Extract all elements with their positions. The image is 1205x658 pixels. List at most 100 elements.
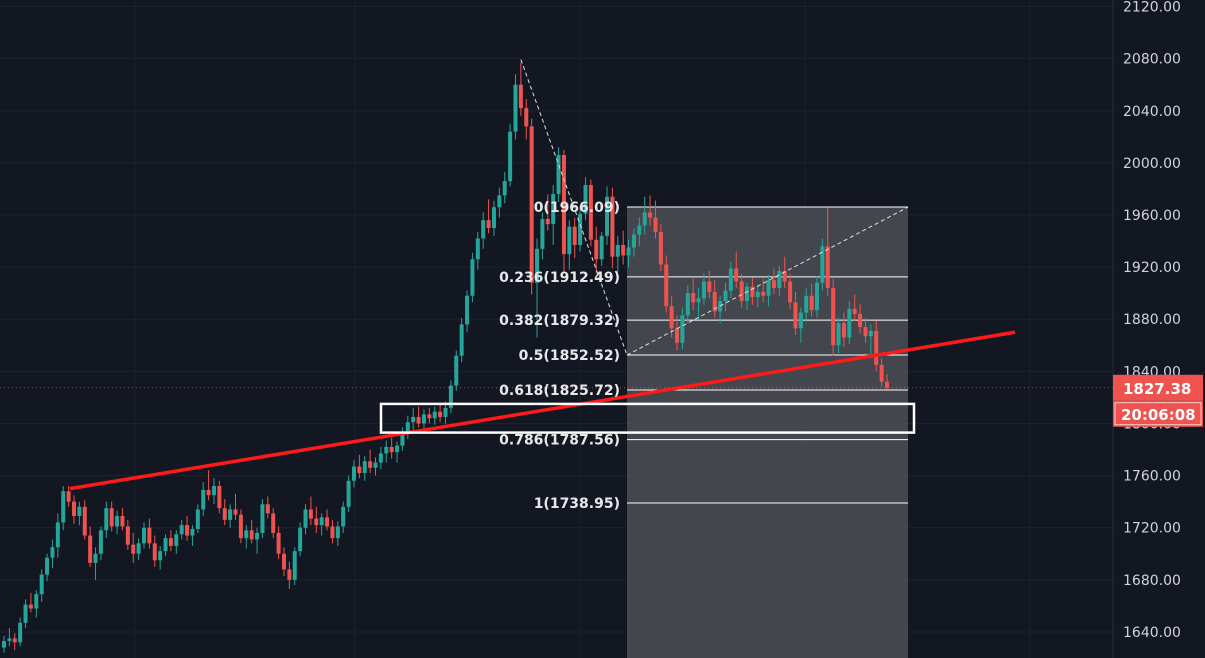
candle-body — [125, 526, 130, 545]
candle-body — [691, 293, 696, 303]
candle-body — [147, 527, 152, 544]
candle-body — [206, 489, 211, 496]
candle-body — [578, 213, 583, 245]
candle-body — [389, 446, 394, 453]
price-badges: 1827.38 20:06:08 — [1113, 374, 1203, 427]
candle-body — [588, 185, 593, 240]
candle-body — [362, 461, 367, 473]
fib-label: 0.786(1787.56) — [499, 433, 620, 449]
candle-body — [23, 604, 28, 623]
fib-label: 0.236(1912.49) — [499, 270, 620, 286]
candle-body — [841, 323, 846, 338]
current-price-badge — [1113, 374, 1203, 401]
y-tick-label: 1880.00 — [1123, 312, 1181, 328]
fib-labels: 0(1966.09) 0.236(1912.49) 0.382(1879.32) 0.… — [499, 200, 620, 512]
candles — [2, 62, 889, 653]
candle-body — [104, 508, 109, 531]
candle-body — [771, 280, 776, 288]
candle-body — [82, 506, 87, 536]
fib-label: 0.382(1879.32) — [499, 313, 620, 329]
candle-body — [211, 486, 216, 496]
candle-body — [858, 314, 863, 328]
candle-body — [34, 594, 39, 609]
candle-body — [298, 527, 303, 552]
candle-body — [459, 324, 464, 356]
candle-body — [766, 280, 771, 296]
candle-body — [265, 504, 270, 514]
candle-body — [788, 281, 793, 303]
candle-body — [179, 525, 184, 535]
candle-body — [368, 461, 373, 468]
candle-body — [421, 414, 426, 424]
countdown-label: 20:06:08 — [1121, 406, 1196, 424]
fib-dashed-diagonal — [626, 206, 909, 356]
candle-body — [443, 407, 448, 417]
candle-body — [836, 323, 841, 346]
candle-body — [804, 295, 809, 313]
candle-body — [524, 108, 529, 127]
candle-body — [335, 526, 340, 539]
candle-body — [879, 364, 884, 382]
candle-body — [454, 355, 459, 386]
candle-body — [529, 126, 534, 283]
candle-body — [303, 509, 308, 528]
candle-body — [93, 553, 98, 563]
candle-body — [728, 268, 733, 291]
fib-label: 0.5(1852.52) — [519, 348, 620, 364]
candle-body — [228, 509, 233, 520]
candle-body — [357, 466, 362, 473]
candle-body — [260, 504, 265, 533]
candle-body — [222, 508, 227, 520]
y-tick-label: 1680.00 — [1123, 573, 1181, 589]
candle-body — [314, 518, 319, 526]
candle-body — [508, 131, 513, 182]
candle-body — [815, 282, 820, 311]
candle-body — [325, 517, 330, 527]
candle-body — [244, 530, 249, 539]
candle-body — [761, 291, 766, 296]
candle-body — [561, 155, 566, 255]
y-tick-label: 2040.00 — [1123, 104, 1181, 120]
candle-body — [341, 506, 346, 527]
candle-body — [852, 308, 857, 315]
candle-body — [631, 234, 636, 248]
candle-body — [675, 328, 680, 343]
candle-body — [50, 547, 55, 558]
candle-body — [653, 217, 658, 232]
candle-body — [637, 225, 642, 235]
y-tick-label: 1720.00 — [1123, 521, 1181, 537]
candle-body — [545, 218, 550, 225]
candle-body — [782, 271, 787, 282]
candle-body — [621, 244, 626, 256]
fib-label: 0(1966.09) — [534, 200, 620, 216]
candle-body — [863, 327, 868, 337]
candle-body — [475, 238, 480, 260]
candle-body — [395, 445, 400, 453]
y-tick-label: 1640.00 — [1123, 625, 1181, 641]
candle-body — [217, 486, 222, 509]
candle-body — [276, 532, 281, 554]
candle-body — [712, 291, 717, 312]
candle-body — [45, 557, 50, 575]
candle-body — [734, 268, 739, 282]
candle-body — [190, 529, 195, 536]
candle-body — [373, 462, 378, 468]
candle-body — [707, 281, 712, 292]
candle-body — [438, 411, 443, 417]
candle-body — [551, 194, 556, 225]
candle-body — [664, 264, 669, 307]
y-tick-label: 1920.00 — [1123, 260, 1181, 276]
candle-body — [825, 246, 830, 288]
candle-body — [556, 155, 561, 195]
candle-body — [820, 246, 825, 283]
candle-body — [411, 416, 416, 423]
candle-body — [868, 330, 873, 337]
fib-dashed-leg — [520, 59, 628, 356]
candle-body — [809, 295, 814, 311]
candle-body — [18, 622, 23, 643]
candle-body — [599, 235, 604, 260]
y-tick-label: 1960.00 — [1123, 208, 1181, 224]
candle-body — [115, 515, 120, 527]
candle-body — [567, 226, 572, 255]
